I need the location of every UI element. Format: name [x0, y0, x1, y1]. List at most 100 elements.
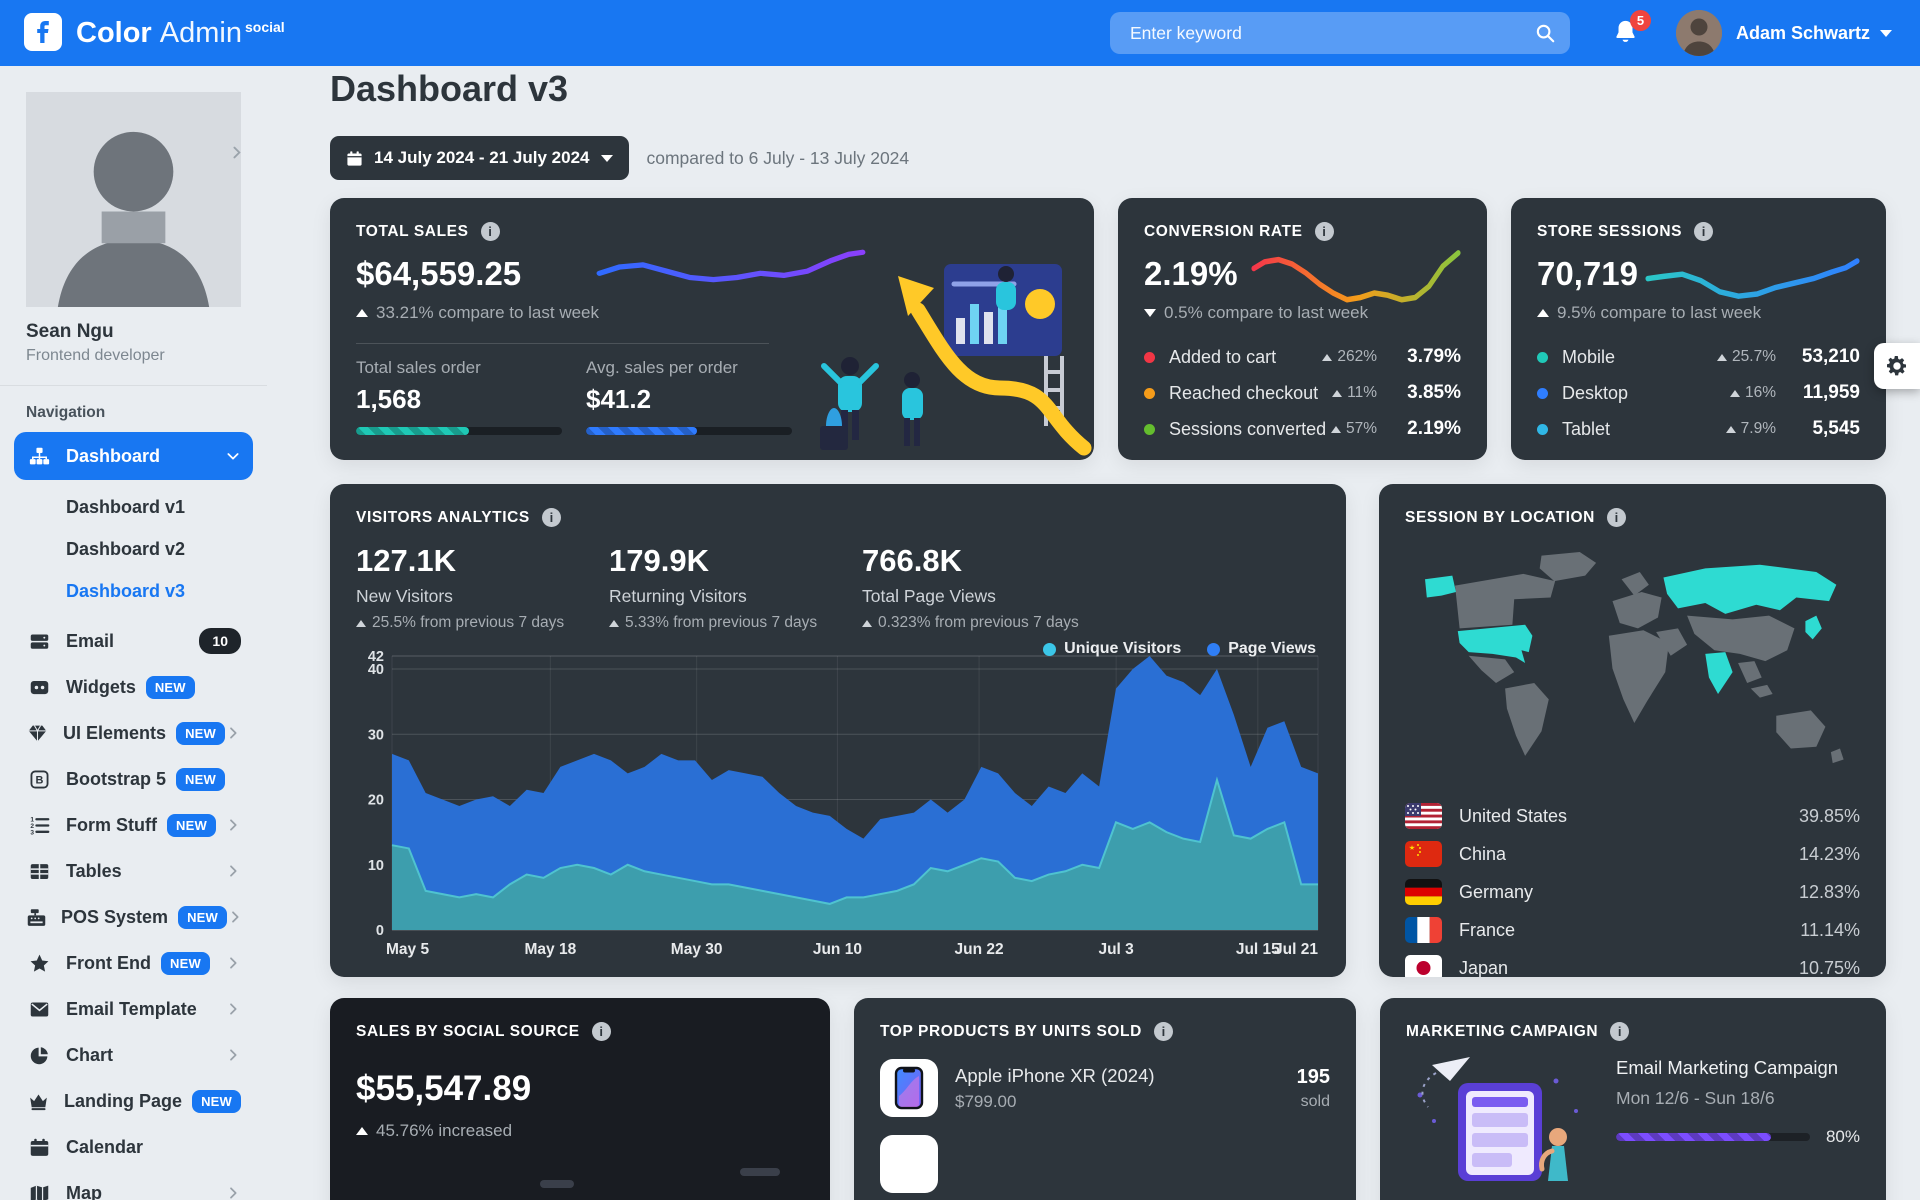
sidebar-item-map[interactable]: Map	[14, 1170, 253, 1200]
sidebar-item-landing-page[interactable]: Landing Page NEW	[14, 1078, 253, 1124]
badge: NEW	[160, 951, 210, 975]
chevron-right-icon	[225, 1001, 241, 1017]
trend-up-icon	[609, 619, 619, 627]
sidebar-item-tables[interactable]: Tables	[14, 848, 253, 894]
stat-label: Total Page Views	[862, 586, 996, 606]
chevron-right-icon	[227, 909, 243, 925]
campaign-name: Email Marketing Campaign	[1616, 1057, 1839, 1078]
trend-up-icon	[1725, 425, 1736, 433]
main-content: Home/Dashboard/Dashboard v3 Dashboard v3…	[267, 0, 1920, 1200]
sidebar-item-label: Tables	[66, 860, 122, 881]
product-price: $799.00	[955, 1091, 1017, 1111]
marketing-campaign-card: MARKETING CAMPAIGN Email Marketing Campa…	[1380, 998, 1886, 1200]
status-dot	[1537, 387, 1548, 399]
sidebar-item-label: Bootstrap 5	[66, 768, 167, 789]
sidebar-item-form-stuff[interactable]: 1 2 3 Form Stuff NEW	[14, 802, 253, 848]
metric-row: Reached checkout 11% 3.85%	[1144, 375, 1461, 411]
avatar	[1675, 10, 1722, 56]
sidebar-item-ui-elements[interactable]: UI Elements NEW	[14, 710, 253, 756]
total-sales-metrics: Total sales order 1,568 Avg. sales per o…	[356, 358, 1068, 435]
metric-row-label: Desktop	[1562, 382, 1629, 403]
svg-text:30: 30	[368, 727, 384, 743]
chevron-right-icon	[225, 1047, 241, 1063]
user-menu[interactable]: Adam Schwartz	[1675, 10, 1892, 56]
stat-total-page-views: 766.8K Total Page Views 0.323% from prev…	[862, 543, 1320, 632]
change-value: 57%	[1345, 420, 1377, 437]
sidebar-item-email-template[interactable]: Email Template	[14, 986, 253, 1032]
svg-text:May 18: May 18	[524, 941, 576, 958]
sidebar-item-bootstrap-5[interactable]: B Bootstrap 5 NEW	[14, 756, 253, 802]
sitemap-icon	[26, 446, 52, 467]
sessions-sparkline	[1645, 250, 1860, 316]
product-thumbnail	[880, 1059, 938, 1117]
legend-label: Unique Visitors	[1064, 640, 1182, 657]
sidebar-profile[interactable]: Sean Ngu Frontend developer	[0, 66, 267, 386]
widgets-icon	[26, 677, 52, 698]
status-dot	[1537, 351, 1548, 363]
calendar-icon	[26, 1137, 52, 1158]
svg-text:10: 10	[368, 858, 384, 874]
info-icon[interactable]	[1606, 508, 1626, 527]
submenu: Dashboard v1 Dashboard v2 Dashboard v3	[0, 484, 267, 618]
notifications-button[interactable]: 5	[1612, 10, 1651, 49]
trend-up-icon	[1332, 389, 1343, 397]
page-title: Dashboard v3	[330, 68, 569, 109]
metric-row: Sessions converted 57% 2.19%	[1144, 411, 1461, 447]
trend-up-icon	[862, 619, 872, 627]
sidebar-item-calendar[interactable]: Calendar	[14, 1124, 253, 1170]
trend-up-icon	[356, 619, 366, 627]
country-value: 14.23%	[1798, 843, 1860, 864]
search-icon[interactable]	[1534, 22, 1556, 44]
stat-change: 25.5% from previous 7 days	[372, 614, 565, 631]
trend-up-icon	[1330, 425, 1341, 433]
sidebar-item-front-end[interactable]: Front End NEW	[14, 940, 253, 986]
sidebar-item-chart[interactable]: Chart	[14, 1032, 253, 1078]
info-icon[interactable]	[1610, 1022, 1630, 1041]
sidebar-item-pos-system[interactable]: POS System NEW	[14, 894, 253, 940]
info-icon[interactable]	[480, 222, 500, 241]
change-value: 7.9%	[1740, 420, 1776, 437]
info-icon[interactable]	[1314, 222, 1334, 241]
sidebar-item-dashboard-v1[interactable]: Dashboard v1	[66, 496, 186, 517]
metric-total-sales-order: Total sales order 1,568	[356, 358, 562, 435]
status-dot	[1144, 387, 1155, 399]
country-value: 11.14%	[1800, 919, 1860, 940]
fr-flag-icon	[1405, 917, 1442, 943]
brand[interactable]: Color Admin social	[24, 13, 285, 53]
card-title: MARKETING CAMPAIGN	[1406, 1022, 1599, 1040]
sidebar-item-email[interactable]: Email 10	[14, 618, 253, 664]
legend-item-page-views[interactable]: Page Views	[1207, 640, 1316, 658]
metric-row: Desktop 16% 11,959	[1537, 375, 1860, 411]
trend-up-icon	[1537, 309, 1549, 317]
world-map	[1405, 537, 1860, 789]
search-input[interactable]	[1127, 21, 1534, 45]
sidebar-item-widgets[interactable]: Widgets NEW	[14, 664, 253, 710]
info-icon[interactable]	[541, 508, 561, 527]
info-icon[interactable]	[591, 1022, 611, 1041]
sidebar-item-dashboard-v3[interactable]: Dashboard v3	[66, 580, 186, 601]
trend-down-icon	[1144, 309, 1156, 317]
svg-text:May 30: May 30	[671, 941, 723, 958]
divider	[356, 343, 769, 344]
info-icon[interactable]	[1153, 1022, 1173, 1041]
country-value: 10.75%	[1798, 957, 1860, 978]
theme-settings-button[interactable]	[1874, 343, 1920, 389]
date-range-button[interactable]: 14 July 2024 - 21 July 2024	[330, 136, 629, 180]
svg-text:40: 40	[368, 662, 384, 678]
metric-row-change: 16%	[1729, 384, 1776, 402]
brand-name: Color Admin social	[76, 13, 285, 53]
sidebar-item-dashboard[interactable]: Dashboard	[14, 432, 253, 480]
info-icon[interactable]	[1694, 222, 1714, 241]
metric-row-value: 53,210	[1801, 346, 1860, 367]
sidebar-item-dashboard-v2[interactable]: Dashboard v2	[66, 538, 186, 559]
pos-icon	[26, 907, 47, 928]
metric-row-value: 11,959	[1802, 382, 1860, 403]
campaign-dates: Mon 12/6 - Sun 18/6	[1616, 1088, 1775, 1108]
total-sales-card: TOTAL SALES $64,559.25 33.21% compare to…	[330, 198, 1094, 460]
conversion-rate-value: 2.19%	[1144, 255, 1238, 292]
legend-item-unique-visitors[interactable]: Unique Visitors	[1043, 640, 1181, 658]
sidebar-item-label: Chart	[66, 1044, 114, 1065]
metric-row: Mobile 25.7% 53,210	[1537, 339, 1860, 375]
sold-label: sold	[1300, 1092, 1330, 1110]
